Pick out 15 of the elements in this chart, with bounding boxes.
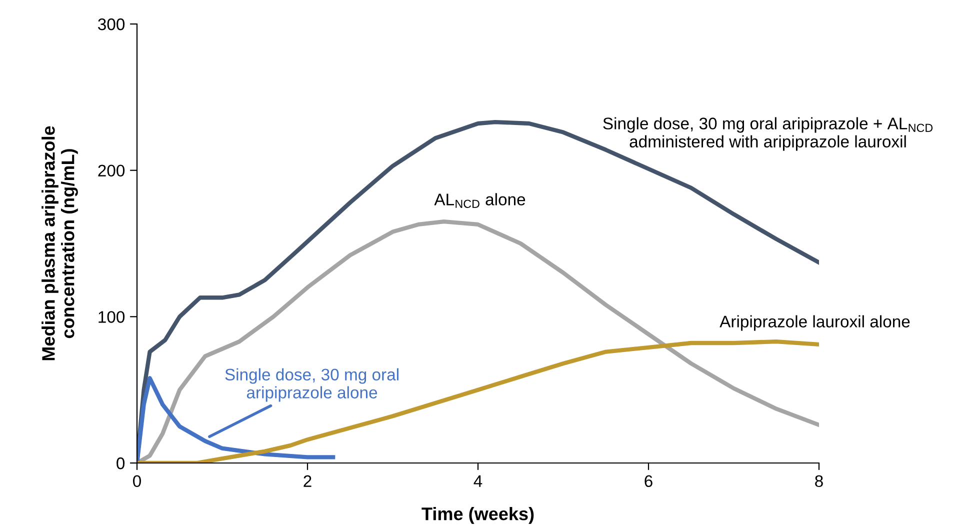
y-tick-label: 200: [98, 164, 125, 177]
x-tick-label: 2: [304, 475, 312, 487]
y-axis-title: Median plasma aripiprazole concentration (ng/mL): [42, 126, 78, 360]
x-tick-label: 8: [815, 475, 823, 488]
text: Single dose, 30 mg oral aripiprazole alone: [225, 368, 398, 402]
y-tick-label: 100: [98, 311, 125, 323]
x-axis-title: Time (weeks): [422, 507, 534, 524]
series-label: Single dose, 30 mg oral aripiprazole + AL$_{NCD}$ administered with aripiprazole lauroxil: [603, 117, 933, 151]
x-tick-label: 0: [133, 475, 141, 488]
x-tick-label: 6: [644, 475, 652, 488]
series-label: AL$_{NCD}$ alone: [434, 193, 526, 208]
y-tick-label: 0: [116, 457, 125, 470]
y-tick-label: 300: [98, 18, 125, 30]
x-tick-label: 4: [474, 475, 482, 487]
series-label: Aripiprazole lauroxil alone: [720, 315, 910, 331]
